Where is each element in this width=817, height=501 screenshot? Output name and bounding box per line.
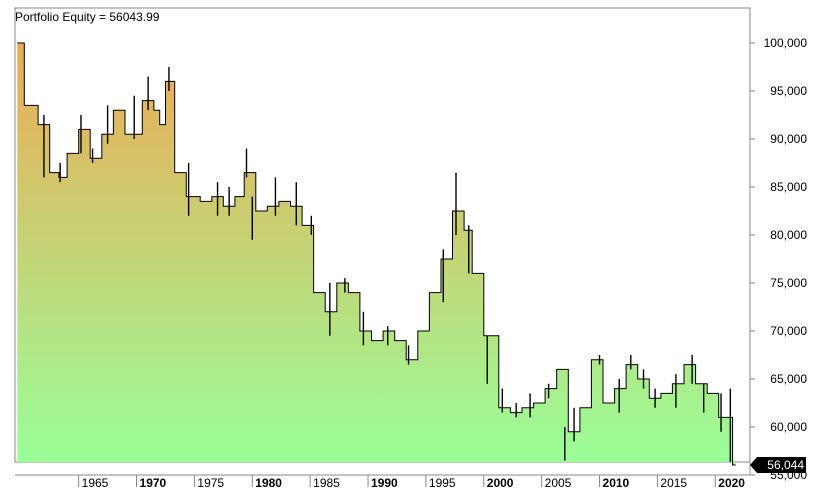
y-tick-label: 100,000 [764,36,808,50]
x-tick-label: 1990 [371,476,398,490]
x-tick-label: 1965 [82,476,109,490]
y-tick-label: 70,000 [770,324,807,338]
x-tick-label: 1970 [140,476,167,490]
x-tick-label: 1995 [429,476,456,490]
equity-area [17,43,736,465]
y-axis: 55,00060,00065,00070,00075,00080,00085,0… [750,36,807,482]
y-tick-label: 60,000 [770,420,807,434]
y-tick-label: 80,000 [770,228,807,242]
volatility-spikes [43,66,732,462]
last-value-badge [750,456,806,473]
x-axis: 1965 1970 1975 1980 1985 1990 1995 2000 2005 2010… [78,475,745,490]
x-tick-label: 1980 [255,476,282,490]
x-tick-label: 1985 [313,476,340,490]
equity-line [17,42,736,466]
y-tick-label: 90,000 [770,132,807,146]
x-tick-label: 2015 [660,476,687,490]
x-tick-label: 1975 [197,476,224,490]
y-tick-label: 75,000 [770,276,807,290]
x-tick-label: 2010 [603,476,630,490]
y-tick-label: 65,000 [770,372,807,386]
x-tick-label: 2000 [487,476,514,490]
y-tick-label: 85,000 [770,180,807,194]
y-tick-label: 95,000 [770,84,807,98]
chart-title: Portfolio Equity = 56043.99 [15,10,160,24]
x-tick-label: 2020 [718,476,745,490]
x-tick-label: 2005 [545,476,572,490]
last-value-label: 56,044 [750,456,806,473]
last-value-text: 56,044 [767,458,804,472]
